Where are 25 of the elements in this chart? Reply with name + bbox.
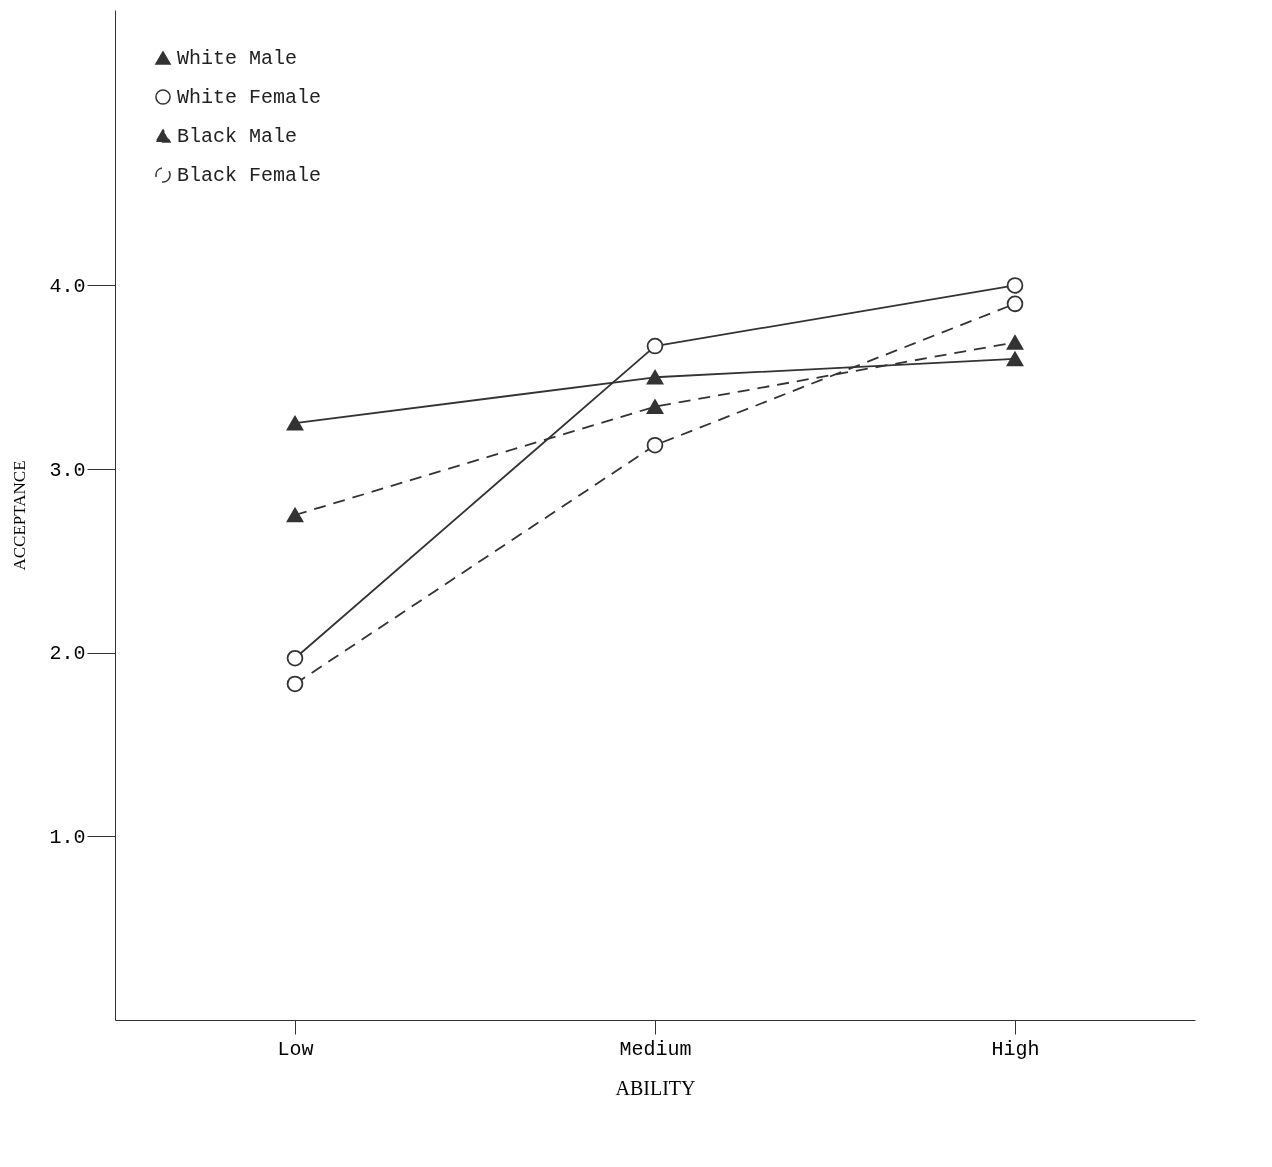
point: [1006, 277, 1024, 294]
legend-label: Black Male: [177, 125, 298, 148]
y-axis-title: ACCEPTANCE: [10, 460, 30, 571]
point: [646, 436, 664, 454]
point: [286, 507, 304, 523]
x-axis-title: ABILITY: [615, 1076, 696, 1099]
y-tick-label: 2.0: [49, 642, 86, 666]
y-tick-label: 3.0: [49, 458, 86, 482]
y-tick-label: 1.0: [49, 825, 86, 849]
x-tick-label: Medium: [619, 1037, 692, 1061]
x-tick-label: Low: [277, 1037, 314, 1061]
point: [646, 369, 664, 385]
point: [1006, 335, 1024, 350]
point: [646, 337, 664, 355]
point: [286, 675, 304, 693]
y-tick-label: 4.0: [49, 274, 86, 298]
point: [1006, 351, 1024, 367]
legend-label: White Male: [177, 47, 298, 70]
legend-label: White Female: [177, 86, 322, 109]
legend-label: Black Female: [177, 164, 322, 187]
point: [286, 649, 304, 667]
point: [286, 415, 304, 431]
point: [1006, 295, 1024, 313]
point: [646, 399, 664, 414]
x-tick-label: High: [991, 1037, 1040, 1061]
